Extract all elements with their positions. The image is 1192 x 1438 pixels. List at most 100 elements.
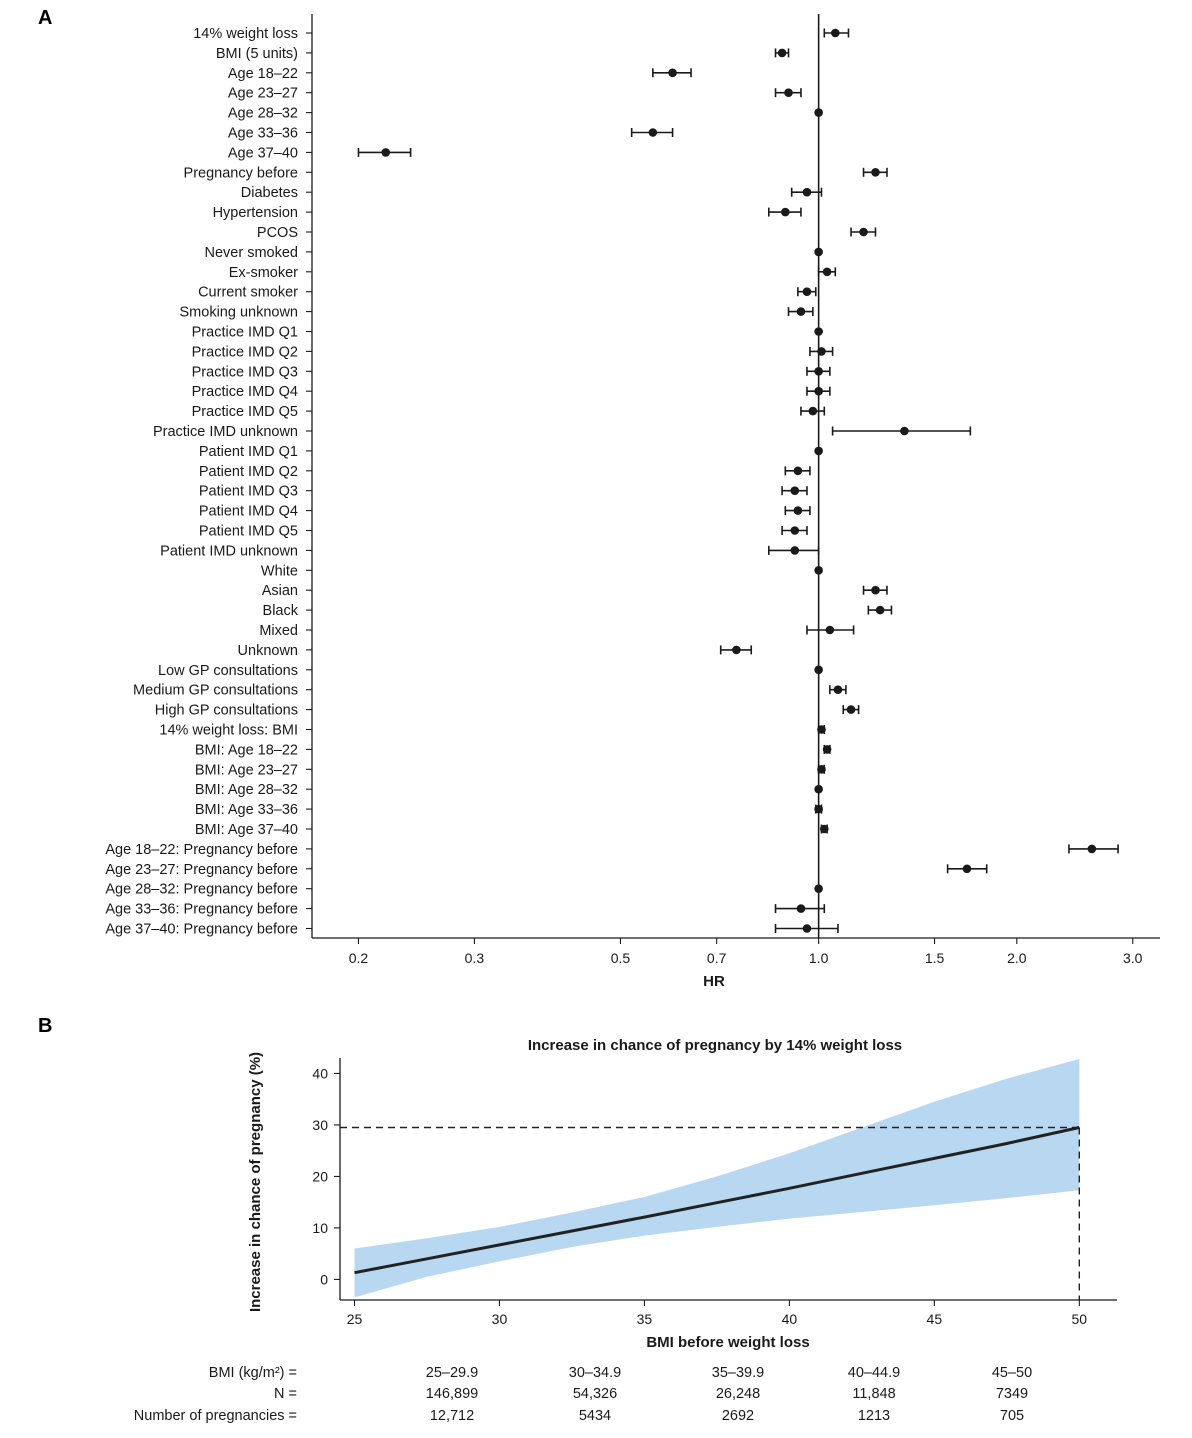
row-label: Patient IMD Q3	[199, 484, 298, 500]
hr-point	[814, 386, 823, 396]
hr-point	[814, 108, 823, 117]
hr-point	[732, 645, 741, 655]
hr-point	[814, 665, 823, 675]
row-label: High GP consultations	[155, 703, 298, 719]
hr-point	[814, 446, 823, 456]
hr-point	[833, 685, 843, 694]
hr-point	[814, 327, 823, 336]
hr-point	[784, 88, 793, 97]
hr-point	[790, 546, 800, 555]
x-tick-label: 0.7	[707, 950, 727, 966]
panel-label-b: B	[38, 1015, 52, 1037]
row-label: Age 37–40: Pregnancy before	[105, 922, 298, 938]
y-tick-label: 40	[312, 1065, 328, 1081]
row-label: Low GP consultations	[158, 663, 298, 679]
hr-point	[817, 725, 826, 734]
hr-point	[814, 884, 823, 893]
x-tick-label: 50	[1072, 1311, 1088, 1327]
y-tick-label: 30	[312, 1117, 328, 1133]
table-cell: 11,848	[852, 1386, 895, 1402]
table-row-label: N =	[274, 1386, 297, 1402]
row-label: Age 18–22: Pregnancy before	[105, 842, 298, 858]
row-label: Practice IMD Q5	[192, 404, 298, 420]
hr-point	[790, 526, 800, 535]
hr-point	[793, 466, 803, 476]
row-label: BMI: Age 23–27	[195, 762, 298, 778]
hr-point	[802, 287, 812, 297]
row-label: Never smoked	[205, 245, 298, 261]
hr-point	[802, 924, 812, 933]
hr-point	[817, 765, 826, 774]
row-label: Patient IMD unknown	[160, 543, 298, 559]
row-label: Age 23–27: Pregnancy before	[105, 862, 298, 878]
hr-point	[793, 506, 803, 515]
table-cell: 45–50	[992, 1365, 1032, 1381]
hr-point	[668, 68, 677, 78]
row-label: Practice IMD Q4	[192, 384, 298, 400]
hr-point	[819, 824, 829, 834]
table-cell: 40–44.9	[848, 1365, 900, 1381]
hr-point	[814, 566, 823, 575]
row-label: 14% weight loss	[193, 26, 298, 42]
hr-point	[777, 48, 787, 58]
row-label: Patient IMD Q2	[199, 464, 298, 480]
row-label: BMI: Age 37–40	[195, 822, 298, 838]
x-axis-title: BMI before weight loss	[646, 1334, 809, 1351]
line-chart: 0 10 20 30 40 25 30 35 40 45 50 Increase in chance …	[247, 1037, 1117, 1351]
x-tick-label: 1.5	[925, 950, 945, 966]
table-cell: 7349	[996, 1386, 1028, 1402]
x-tick-label: 2.0	[1007, 950, 1027, 966]
hr-point	[817, 347, 826, 356]
row-label: Patient IMD Q5	[199, 524, 298, 540]
row-label: Mixed	[259, 623, 298, 639]
hr-point	[822, 267, 832, 277]
row-label: White	[261, 563, 298, 579]
row-label: Practice IMD Q1	[192, 325, 298, 341]
hr-point	[648, 128, 658, 137]
hr-point	[381, 148, 391, 157]
row-label: Practice IMD Q3	[192, 364, 298, 380]
hr-point	[825, 625, 835, 635]
bmi-table: BMI (kg/m²) = N = Number of pregnancies = 2…	[134, 1365, 1032, 1424]
table-cell: 2692	[722, 1408, 754, 1424]
x-tick-label: 45	[927, 1311, 943, 1327]
hr-point	[1087, 844, 1097, 854]
table-cell: 705	[1000, 1408, 1024, 1424]
row-label: BMI: Age 33–36	[195, 802, 298, 818]
hr-point	[814, 367, 823, 376]
x-tick-label: 35	[637, 1311, 653, 1327]
table-cell: 54,326	[573, 1386, 617, 1402]
hr-point	[859, 227, 868, 237]
hr-point	[802, 187, 812, 197]
hr-point	[871, 585, 880, 595]
x-tick-label: 0.3	[465, 950, 485, 966]
table-cell: 146,899	[426, 1386, 478, 1402]
x-tick-label: 0.5	[611, 950, 631, 966]
row-label: Patient IMD Q1	[199, 444, 298, 460]
hr-point	[900, 426, 909, 436]
confidence-band	[354, 1059, 1080, 1298]
row-label: Diabetes	[241, 185, 298, 201]
row-label: Age 23–27	[228, 86, 298, 102]
row-label: BMI: Age 18–22	[195, 742, 298, 758]
row-label: Age 37–40	[228, 145, 298, 161]
hr-point	[962, 864, 972, 874]
row-label: Current smoker	[198, 285, 298, 301]
hr-point	[781, 207, 790, 217]
table-cell: 30–34.9	[569, 1365, 621, 1381]
table-cell: 35–39.9	[712, 1365, 764, 1381]
hr-point	[814, 247, 823, 257]
hr-point	[796, 904, 806, 913]
hr-point	[875, 605, 885, 615]
x-tick-label: 1.0	[809, 950, 829, 966]
hr-point	[814, 784, 823, 794]
row-label: Unknown	[238, 643, 298, 659]
table-row-label: BMI (kg/m²) =	[209, 1365, 297, 1381]
x-tick-label: 0.2	[349, 950, 369, 966]
hr-point	[808, 406, 818, 416]
y-axis-title: Increase in chance of pregnancy (%)	[247, 1052, 264, 1312]
forest-plot: 14% weight loss BMI (5 units) Age 18–22 Age…	[105, 14, 1160, 990]
y-tick-label: 20	[312, 1168, 328, 1184]
x-tick-label: 40	[782, 1311, 798, 1327]
